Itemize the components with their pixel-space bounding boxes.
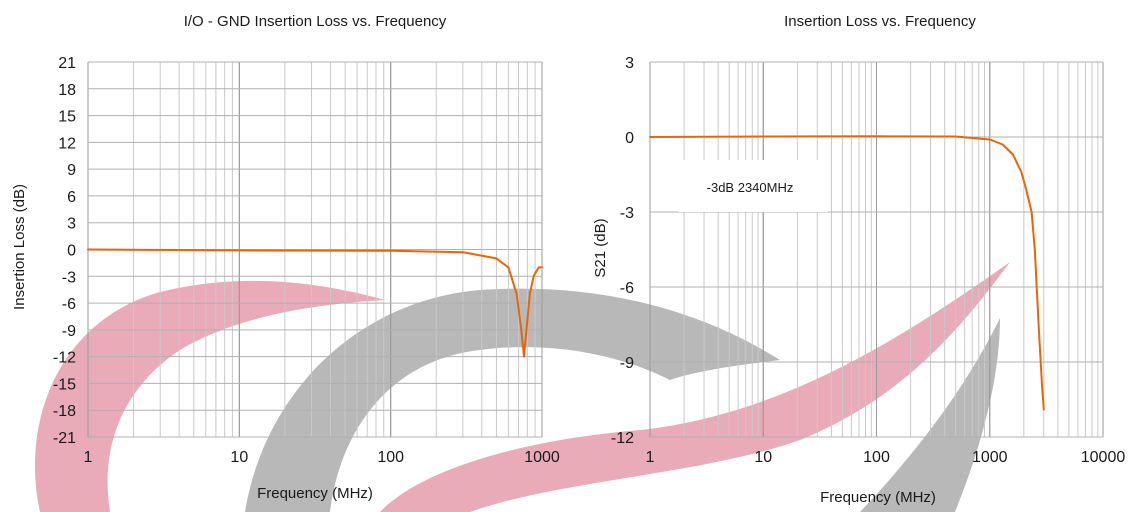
y-tick-label: 3	[625, 55, 634, 72]
data-series	[649, 135, 1045, 411]
y-tick-label: 15	[58, 109, 76, 126]
y-tick-label: -15	[53, 376, 76, 393]
chart-title: I/O - GND Insertion Loss vs. Frequency	[184, 13, 447, 30]
y-tick-label: 6	[67, 189, 76, 206]
watermark-gray-arc	[245, 288, 780, 512]
x-tick-label: 10	[754, 449, 772, 466]
x-tick-label: 1000	[972, 449, 1008, 466]
x-tick-label: 100	[377, 449, 404, 466]
data-series	[87, 248, 543, 358]
y-tick-labels: 21 18 15 12 9 6 3 0 -3 -6 -9 -12 -15 -18 -21	[53, 55, 76, 447]
y-tick-label: 3	[67, 216, 76, 233]
x-axis-label: Frequency (MHz)	[257, 485, 373, 502]
y-tick-labels: 3 0 -3 -6 -9 -12	[611, 55, 634, 447]
y-tick-label: -12	[611, 430, 634, 447]
x-tick-label: 1000	[524, 449, 560, 466]
chart-s21-insertion-loss: Insertion Loss vs. Frequency -3dB 2340MH…	[592, 13, 1125, 506]
x-axis-label: Frequency (MHz)	[820, 489, 936, 506]
watermark-red-swoosh-left	[35, 280, 385, 512]
y-tick-label: -18	[53, 403, 76, 420]
y-tick-label: -21	[53, 430, 76, 447]
x-tick-label: 10	[230, 449, 248, 466]
y-axis-label: S21 (dB)	[592, 218, 609, 277]
grid-lines	[649, 61, 1104, 438]
series-line	[87, 248, 543, 358]
chart-title: Insertion Loss vs. Frequency	[784, 13, 976, 30]
x-tick-labels: 1 10 100 1000 10000	[646, 449, 1126, 466]
x-tick-label: 1	[84, 449, 93, 466]
y-tick-label: 0	[625, 130, 634, 147]
y-tick-label: 12	[58, 135, 76, 152]
chart-insertion-loss-io-gnd: I/O - GND Insertion Loss vs. Frequency 2…	[11, 13, 560, 502]
watermark-red-swoosh-right	[380, 262, 1010, 512]
y-tick-label: 18	[58, 82, 76, 99]
y-tick-label: -12	[53, 350, 76, 367]
y-tick-label: -6	[620, 280, 634, 297]
x-tick-label: 1	[646, 449, 655, 466]
annotation-box	[678, 160, 828, 212]
watermark-logo	[35, 262, 1010, 512]
y-tick-label: 0	[67, 243, 76, 260]
watermark-gray-swoosh-right	[860, 318, 1000, 512]
annotation-label: -3dB 2340MHz	[707, 180, 794, 195]
x-tick-labels: 1 10 100 1000	[84, 449, 560, 466]
y-tick-label: 21	[58, 55, 76, 72]
y-tick-label: 9	[67, 162, 76, 179]
y-tick-label: -6	[62, 296, 76, 313]
series-line	[649, 135, 1045, 411]
y-axis-label: Insertion Loss (dB)	[11, 184, 28, 310]
y-tick-label: -3	[62, 269, 76, 286]
x-tick-label: 10000	[1081, 449, 1126, 466]
y-tick-label: -3	[620, 205, 634, 222]
y-tick-label: -9	[62, 323, 76, 340]
x-tick-label: 100	[863, 449, 890, 466]
y-tick-label: -9	[620, 355, 634, 372]
